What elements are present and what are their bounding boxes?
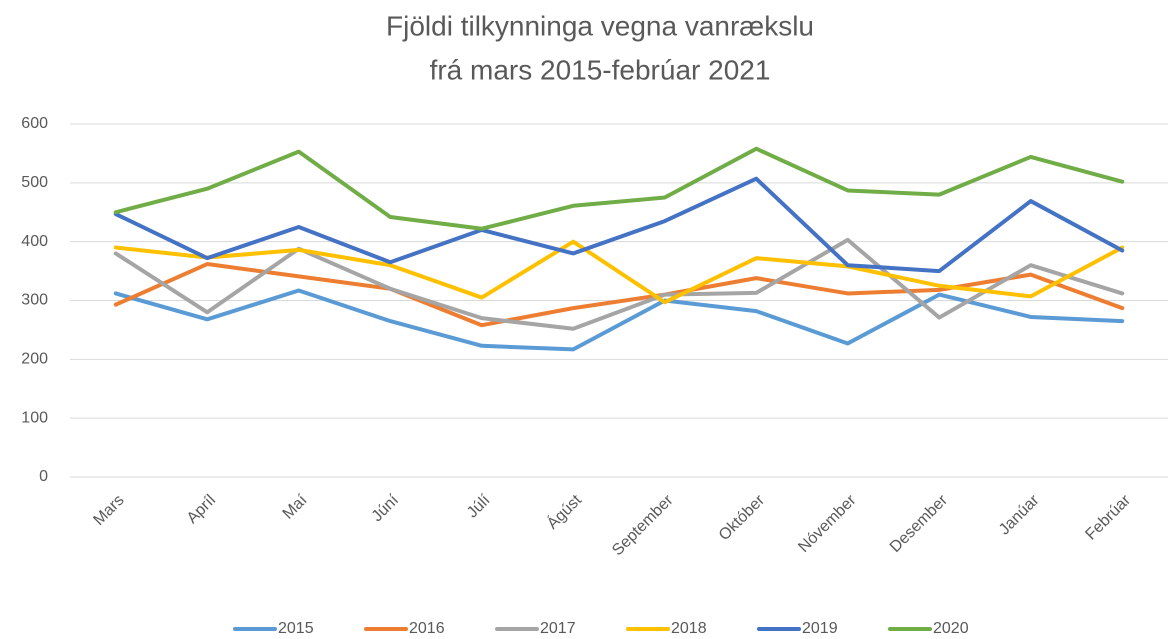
series-line [113, 288, 1125, 352]
x-tick-label: Janúar [996, 491, 1043, 538]
x-tick-label: Nóvember [795, 491, 860, 556]
chart-subtitle: frá mars 2015-febrúar 2021 [430, 54, 771, 85]
series-line [113, 146, 1125, 231]
legend-label: 2016 [409, 620, 445, 637]
x-tick-label: Febrúar [1082, 491, 1134, 543]
x-tick-label: Mars [90, 492, 127, 529]
series-line [113, 237, 1125, 331]
x-tick-label: September [609, 491, 677, 559]
legend-label: 2018 [671, 620, 707, 637]
x-tick-label: Júní [369, 491, 403, 525]
x-tick-label: Maí [280, 491, 311, 522]
legend-label: 2020 [933, 620, 969, 637]
y-tick-label: 400 [21, 233, 48, 250]
series-line [113, 239, 1125, 305]
x-tick-label: Apríl [184, 492, 219, 527]
legend-label: 2017 [540, 620, 576, 637]
x-tick-label: Júlí [464, 491, 494, 521]
x-tick-label: Desember [887, 491, 952, 556]
y-tick-label: 0 [39, 468, 48, 485]
series-line [113, 176, 1125, 274]
y-tick-label: 500 [21, 174, 48, 191]
legend-label: 2015 [278, 620, 314, 637]
y-tick-label: 600 [21, 115, 48, 132]
legend-label: 2019 [802, 620, 838, 637]
y-tick-label: 100 [21, 409, 48, 426]
x-tick-label: Ágúst [543, 490, 586, 533]
x-tick-label: Október [716, 491, 769, 544]
chart-title: Fjöldi tilkynninga vegna vanrækslu [386, 10, 814, 41]
y-tick-label: 300 [21, 292, 48, 309]
y-tick-label: 200 [21, 351, 48, 368]
